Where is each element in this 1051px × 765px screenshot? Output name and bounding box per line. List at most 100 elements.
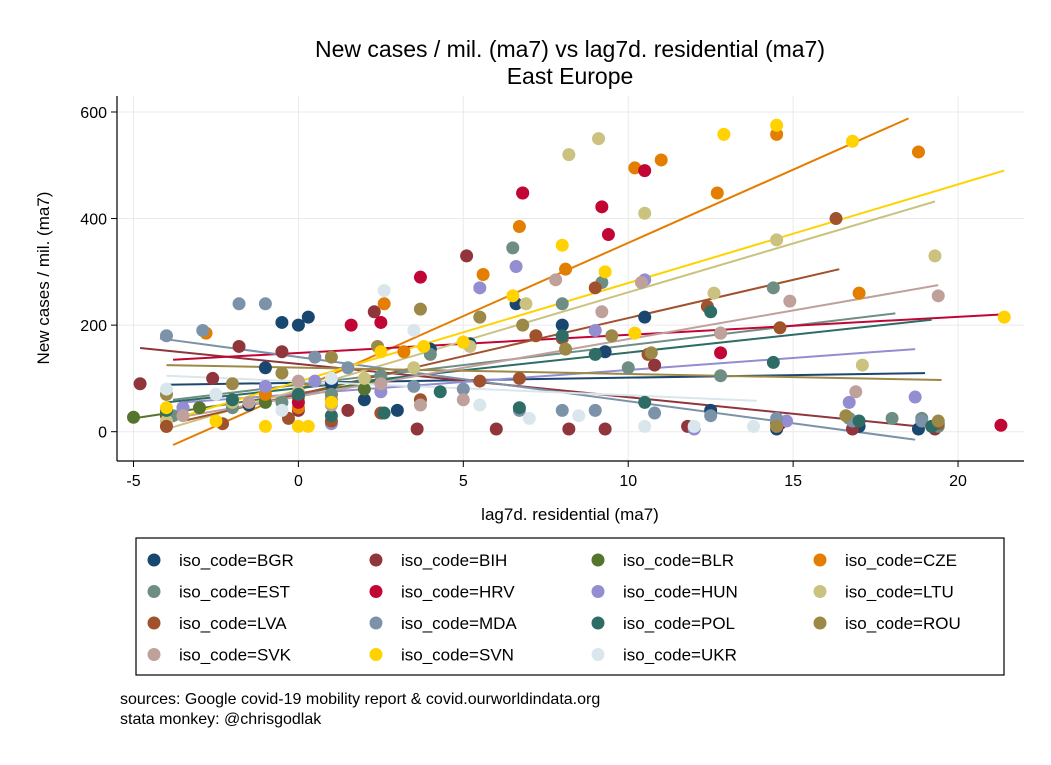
data-point [704,305,718,319]
legend-marker [147,616,161,630]
data-point [291,374,305,388]
data-point [275,366,289,380]
data-point [687,419,701,433]
data-point [413,270,427,284]
data-point [710,186,724,200]
data-point [258,419,272,433]
data-point [433,385,447,399]
data-point [456,393,470,407]
legend-label: iso_code=POL [623,614,735,633]
data-point [324,409,338,423]
data-point [192,401,206,415]
data-point [512,371,526,385]
data-point [849,385,863,399]
legend-marker [591,648,605,661]
data-point [516,186,530,200]
data-point [588,323,602,337]
legend-label: iso_code=HRV [401,583,515,602]
data-point [780,414,794,428]
data-point [225,393,239,407]
legend-label: iso_code=SVN [401,646,514,665]
data-point [644,346,658,360]
data-point [473,310,487,324]
data-point [601,228,615,242]
axes: 0 200 400 600 -5 0 5 10 15 20 [80,96,1024,490]
data-point [209,387,223,401]
legend-label: iso_code=LTU [845,583,954,602]
data-point [390,403,404,417]
data-point [324,350,338,364]
data-point [159,329,173,343]
data-point [648,358,662,372]
data-point [529,329,543,343]
data-point [592,132,606,146]
data-point [232,297,246,311]
data-point [258,361,272,375]
legend-label: iso_code=BLR [623,551,734,570]
legend-marker [147,648,161,661]
fit-line [166,200,936,430]
data-point [654,153,668,167]
data-point [562,422,576,436]
data-point [258,379,272,393]
data-point [516,318,530,332]
data-point [512,401,526,415]
data-point [559,342,573,356]
data-point [572,409,586,423]
data-point [275,403,289,417]
data-point [456,382,470,396]
data-point [258,297,272,311]
data-point [519,297,533,311]
data-point [915,414,929,428]
data-point [291,419,305,433]
x-tick-label: 15 [784,473,802,490]
legend-marker [369,648,383,661]
legend-marker [147,585,161,598]
data-point [855,358,869,372]
data-point [770,233,784,247]
data-point [766,355,780,369]
data-point [225,377,239,391]
data-point [341,361,355,375]
data-point [928,249,942,263]
x-tick-label: 20 [949,473,967,490]
data-point [638,164,652,178]
data-point [407,361,421,375]
source-note: sources: Google covid-19 mobility report… [120,691,601,708]
credit-note: stata monkey: @chrisgodlak [120,711,322,728]
legend-marker [369,616,383,630]
data-point [407,379,421,393]
data-point [766,281,780,295]
data-point [931,289,945,303]
data-point [308,374,322,388]
data-point [506,241,520,255]
data-point [598,265,612,279]
data-point [605,329,619,343]
legend-marker [591,553,605,567]
y-axis-label: New cases / mil. (ma7) [34,192,53,365]
data-point [209,414,223,428]
data-point [417,339,431,353]
data-point [367,305,381,319]
data-point [176,409,190,423]
data-point [595,200,609,214]
data-point [829,212,843,226]
data-point [555,238,569,252]
data-point [341,403,355,417]
data-point [126,410,140,424]
x-tick-label: 0 [294,473,303,490]
data-point [588,281,602,295]
y-tick-label: 0 [98,425,107,442]
data-point [559,262,573,276]
legend-marker [813,616,827,630]
data-point [460,249,474,263]
y-tick-label: 600 [80,105,107,122]
data-point [549,273,563,287]
data-point [598,422,612,436]
data-point [291,387,305,401]
legend-label: iso_code=BGR [179,551,294,570]
fit-line [166,169,1005,422]
data-point [908,390,922,404]
legend-label: iso_code=CZE [845,551,957,570]
